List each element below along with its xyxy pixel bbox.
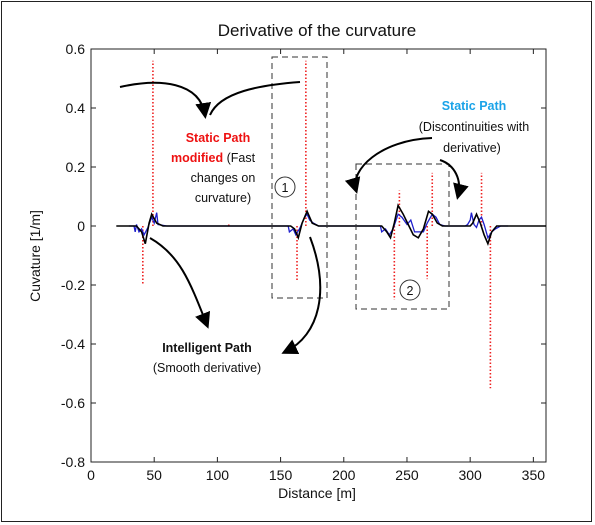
arrow-static-to-right [439,159,469,200]
x-tick-label: 0 [87,467,95,483]
static-path-line1: Static Path [442,99,507,113]
y-tick-label: -0.6 [61,395,85,411]
chart-title: Derivative of the curvature [218,21,416,40]
annotation-static-path: Static Path (Discontinuities with deriva… [419,99,530,155]
x-tick-labels: 0 50 100 150 200 250 300 350 [87,467,545,483]
x-tick-label: 200 [332,467,356,483]
x-tick-label: 350 [522,467,546,483]
plot-area [90,48,547,463]
x-tick-label: 150 [269,467,293,483]
axes-box [90,48,547,463]
arrow-to-intelligent-1 [149,237,211,329]
y-tick-label: 0.6 [66,41,86,57]
x-tick-label: 300 [458,467,482,483]
y-tick-labels: 0.6 0.4 0.2 0 -0.2 -0.4 -0.6 -0.8 [61,41,85,470]
static-modified-line1: Static Path [186,131,251,145]
box-2-circle [399,279,421,301]
box-1 [271,56,328,299]
static-path-line2: (Discontinuities with [419,120,530,134]
arrow-static-to-box2 [344,137,433,194]
x-tick-label: 100 [206,467,230,483]
static-modified-line2: modified (Fast [171,151,256,165]
y-tick-label: 0 [77,218,85,234]
annotation-intelligent-path: Intelligent Path (Smooth derivative) [153,341,261,375]
static-modified-line4: curvature) [195,191,251,205]
series-group [116,60,546,389]
arrow-to-spike-2 [209,81,301,116]
box-2-number: 2 [407,284,414,298]
y-tick-label: -0.2 [61,277,85,293]
x-axis-label: Distance [m] [278,485,356,501]
static-modified-line3: changes on [191,171,256,185]
y-axis-label: Cuvature [1/m] [27,210,43,302]
y-tick-label: 0.2 [66,159,86,175]
y-tick-label: -0.4 [61,336,85,352]
box-2 [355,163,450,310]
arrow-to-spike-1 [119,81,212,119]
arrow-to-intelligent-2 [281,236,322,354]
x-tick-label: 250 [395,467,419,483]
x-tick-label: 50 [146,467,162,483]
static-path-line3: derivative) [443,141,501,155]
box-1-circle [274,176,296,198]
static-modified-word: modified [171,151,223,165]
y-tick-label: 0.4 [66,100,86,116]
static-modified-fast: (Fast [223,151,255,165]
box-1-number: 1 [282,181,289,195]
black-series-line [116,203,546,246]
y-tick-label: -0.8 [61,454,85,470]
blue-series-line [128,212,509,240]
intelligent-line2: (Smooth derivative) [153,361,261,375]
intelligent-line1: Intelligent Path [162,341,252,355]
annotation-static-modified: Static Path modified (Fast changes on cu… [171,131,256,205]
ticks [90,48,546,463]
